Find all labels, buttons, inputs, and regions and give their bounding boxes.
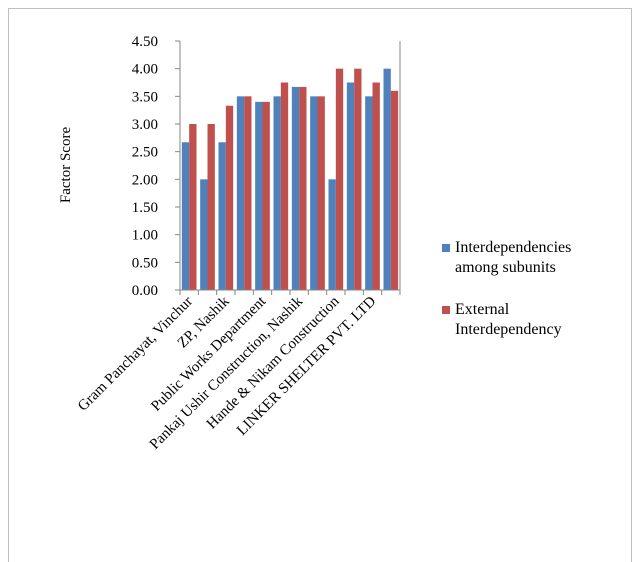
y-tick-label: 2.00 [132,172,158,188]
bar [299,86,307,290]
bar [280,82,289,290]
bar [291,86,300,290]
bar [328,179,336,290]
bar [181,142,190,290]
bar [354,68,362,291]
bar [365,96,373,290]
legend-swatch [442,306,450,314]
y-tick-label: 4.00 [132,62,158,78]
bar [383,68,391,291]
bar [244,96,252,290]
chart-frame [8,8,632,562]
bar [218,142,226,290]
y-tick-label: 0.00 [132,283,158,299]
y-tick-label: 0.50 [132,255,158,271]
bar [335,68,344,291]
y-tick-label: 3.00 [132,117,158,133]
bar [189,124,197,290]
bar [273,96,281,290]
bar [207,124,215,290]
bar [200,179,208,290]
y-axis-label: Factor Score [58,127,74,204]
bar [310,96,318,290]
bar [225,105,234,291]
legend-swatch [442,244,450,252]
bar [317,96,325,290]
bar [255,101,263,290]
bar [346,82,355,290]
y-tick-label: 4.50 [132,34,158,50]
legend-label: Interdependencies among subunits [455,239,572,276]
bar [262,101,270,290]
y-tick-label: 2.50 [132,145,158,161]
bar [236,96,245,290]
bar [372,82,380,290]
y-tick-label: 3.50 [132,89,158,105]
x-tick-label: Gram Panchayat, Vinchur [75,294,196,415]
y-tick-label: 1.00 [132,228,158,244]
bar [390,90,399,290]
y-tick-label: 1.50 [132,200,158,216]
legend-label: External Interdependency [455,301,562,338]
